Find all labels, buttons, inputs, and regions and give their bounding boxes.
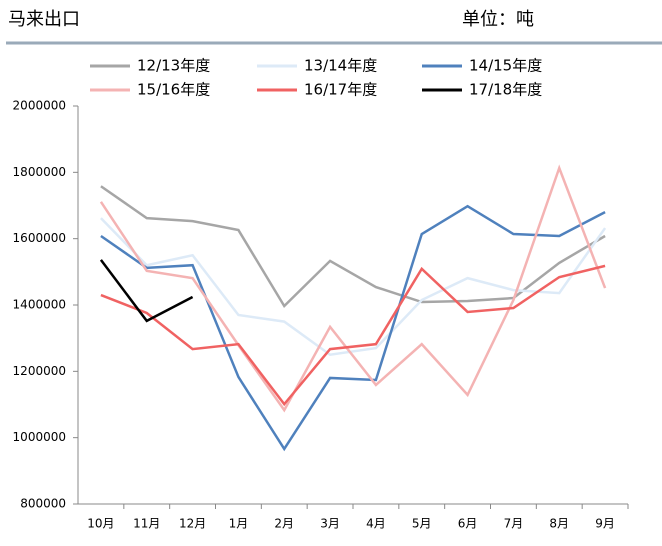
series-line — [100, 185, 606, 308]
x-tick-label: 7月 — [504, 517, 524, 531]
y-tick-label: 1400000 — [13, 298, 66, 312]
y-tick-label: 1600000 — [13, 231, 66, 245]
x-tick-label: 10月 — [87, 517, 114, 531]
chart-title: 马来出口 — [8, 9, 80, 30]
y-tick-label: 1200000 — [13, 364, 66, 378]
x-tick-label: 3月 — [320, 517, 340, 531]
legend-label: 13/14年度 — [304, 57, 377, 75]
legend-label: 16/17年度 — [304, 81, 377, 99]
series-line — [100, 204, 606, 452]
y-tick-label: 1000000 — [13, 430, 66, 444]
x-tick-label: 11月 — [133, 517, 160, 531]
legend-label: 12/13年度 — [137, 57, 210, 75]
series-line — [99, 164, 607, 413]
x-tick-label: 1月 — [229, 517, 249, 531]
y-tick-label: 1800000 — [13, 165, 66, 179]
x-tick-label: 2月 — [274, 517, 294, 531]
y-tick-label: 800000 — [20, 497, 66, 511]
x-tick-label: 5月 — [412, 517, 432, 531]
x-tick-label: 4月 — [366, 517, 386, 531]
x-tick-label: 12月 — [179, 517, 206, 531]
legend-label: 17/18年度 — [469, 81, 542, 99]
y-tick-label: 2000000 — [13, 99, 66, 113]
x-tick-label: 9月 — [595, 517, 615, 531]
series-line — [100, 264, 606, 407]
series-line — [100, 217, 607, 357]
legend-label: 14/15年度 — [469, 57, 542, 75]
x-tick-label: 8月 — [549, 517, 569, 531]
unit-label: 单位：吨 — [462, 9, 534, 30]
series-line — [99, 259, 194, 323]
legend-label: 15/16年度 — [137, 81, 210, 99]
x-tick-label: 6月 — [458, 517, 478, 531]
